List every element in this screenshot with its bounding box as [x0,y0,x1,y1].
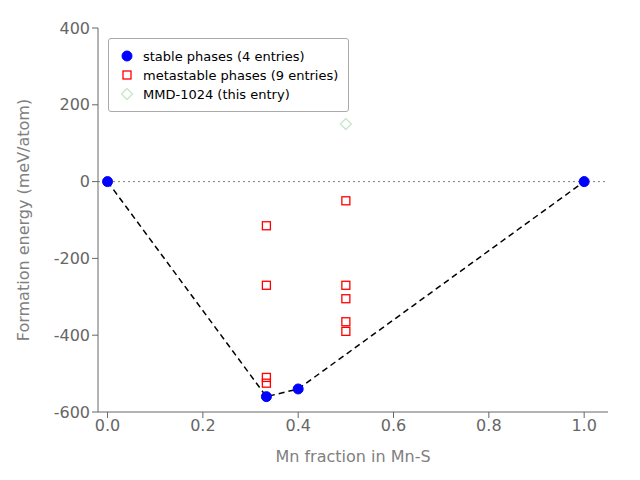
svg-text:Formation energy (meV/atom): Formation energy (meV/atom) [14,99,33,341]
svg-text:0.4: 0.4 [285,416,310,435]
svg-text:400: 400 [59,19,90,38]
svg-text:Mn fraction in Mn-S: Mn fraction in Mn-S [275,447,430,466]
svg-text:-200: -200 [54,249,90,268]
svg-text:200: 200 [59,95,90,114]
html-text:MMD-1024 (this entry): MMD-1024 (this entry) [143,86,290,102]
svg-text:-400: -400 [54,326,90,345]
svg-text:0.6: 0.6 [381,416,406,435]
svg-text:0.0: 0.0 [95,416,120,435]
svg-text:0: 0 [80,172,90,191]
html-text:metastable phases (9 entries): metastable phases (9 entries) [143,67,339,83]
html-text:stable phases (4 entries): stable phases (4 entries) [143,48,305,64]
svg-text:1.0: 1.0 [571,416,596,435]
svg-text:-600: -600 [54,403,90,422]
svg-text:0.2: 0.2 [190,416,215,435]
svg-text:0.8: 0.8 [476,416,501,435]
